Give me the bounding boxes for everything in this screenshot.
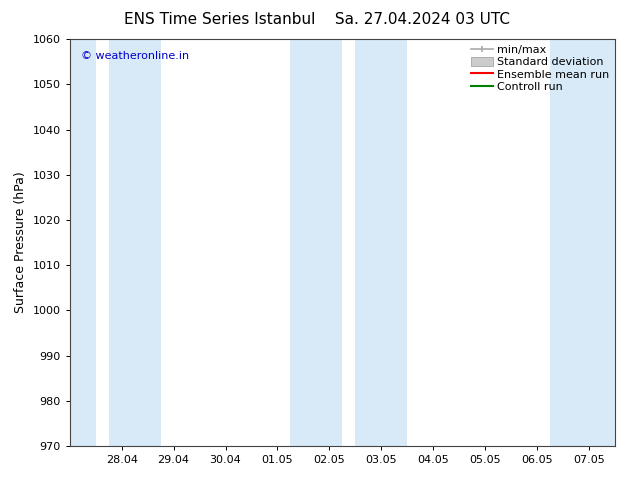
Legend: min/max, Standard deviation, Ensemble mean run, Controll run: min/max, Standard deviation, Ensemble me… bbox=[470, 45, 609, 92]
Y-axis label: Surface Pressure (hPa): Surface Pressure (hPa) bbox=[14, 172, 27, 314]
Bar bbox=[355, 39, 407, 446]
Bar bbox=[290, 39, 342, 446]
Text: ENS Time Series Istanbul    Sa. 27.04.2024 03 UTC: ENS Time Series Istanbul Sa. 27.04.2024 … bbox=[124, 12, 510, 27]
Bar bbox=[550, 39, 589, 446]
Bar bbox=[108, 39, 160, 446]
Bar bbox=[589, 39, 615, 446]
Text: © weatheronline.in: © weatheronline.in bbox=[81, 51, 189, 61]
Bar bbox=[70, 39, 96, 446]
